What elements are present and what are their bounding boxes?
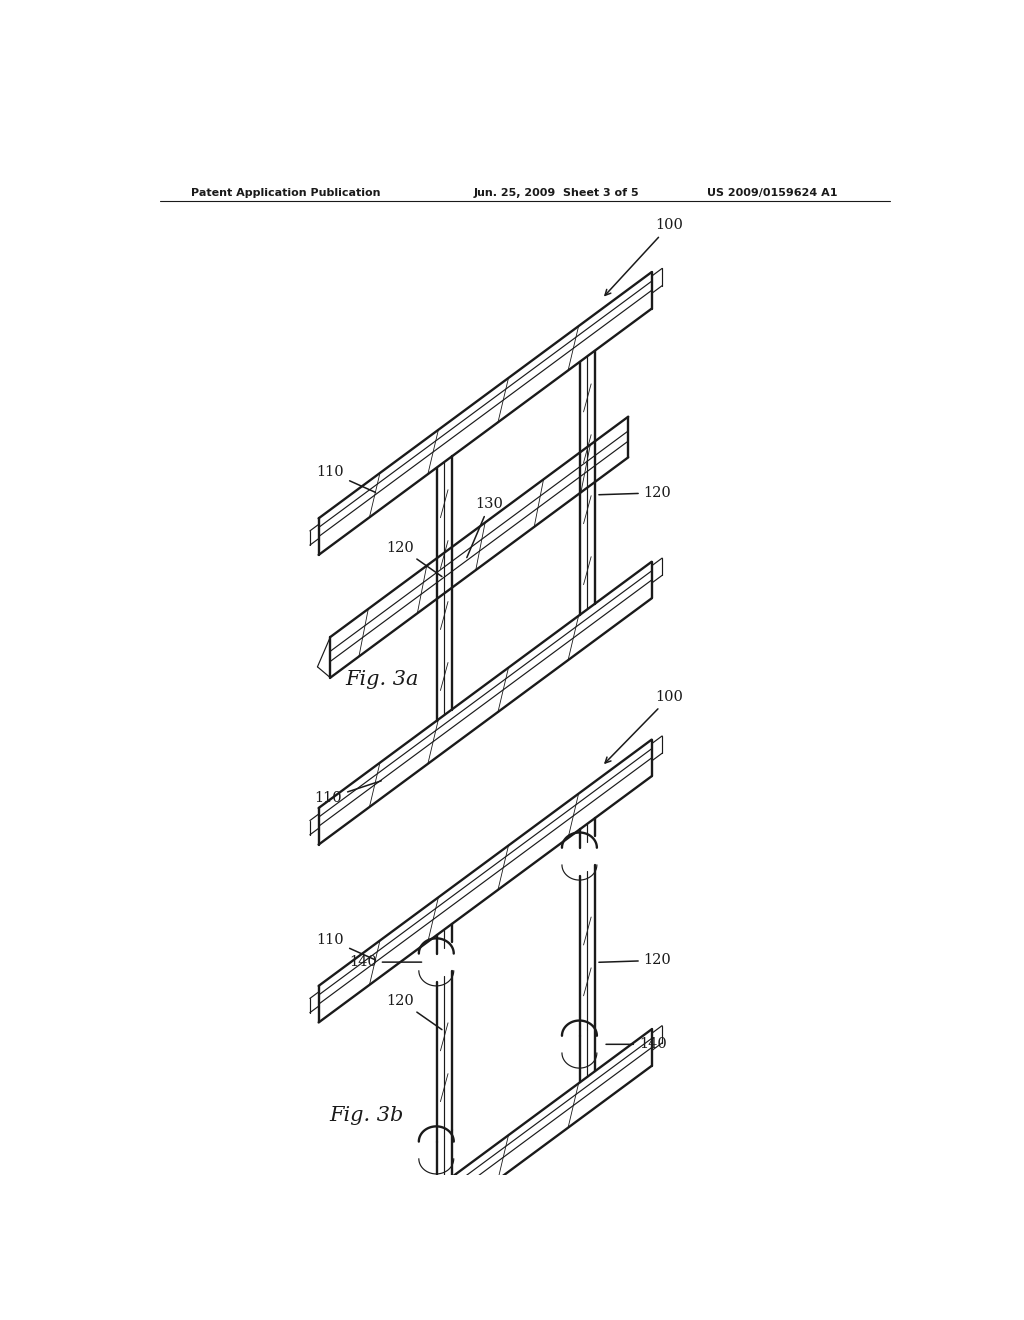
Text: 110: 110 <box>316 465 376 492</box>
Text: 130: 130 <box>467 498 504 557</box>
Text: 100: 100 <box>605 219 683 296</box>
Text: 110: 110 <box>316 933 376 960</box>
Text: 100: 100 <box>605 690 683 763</box>
Text: Fig. 3a: Fig. 3a <box>345 669 419 689</box>
Text: Patent Application Publication: Patent Application Publication <box>191 187 381 198</box>
Text: 120: 120 <box>599 953 672 968</box>
Text: Fig. 3b: Fig. 3b <box>329 1106 403 1125</box>
Text: Jun. 25, 2009  Sheet 3 of 5: Jun. 25, 2009 Sheet 3 of 5 <box>473 187 639 198</box>
Text: 120: 120 <box>387 541 442 577</box>
Text: 140: 140 <box>606 1038 667 1051</box>
Text: 140: 140 <box>349 956 422 969</box>
Text: 120: 120 <box>387 994 442 1030</box>
Text: 120: 120 <box>599 486 672 500</box>
Text: 110: 110 <box>314 781 381 805</box>
Text: US 2009/0159624 A1: US 2009/0159624 A1 <box>708 187 838 198</box>
